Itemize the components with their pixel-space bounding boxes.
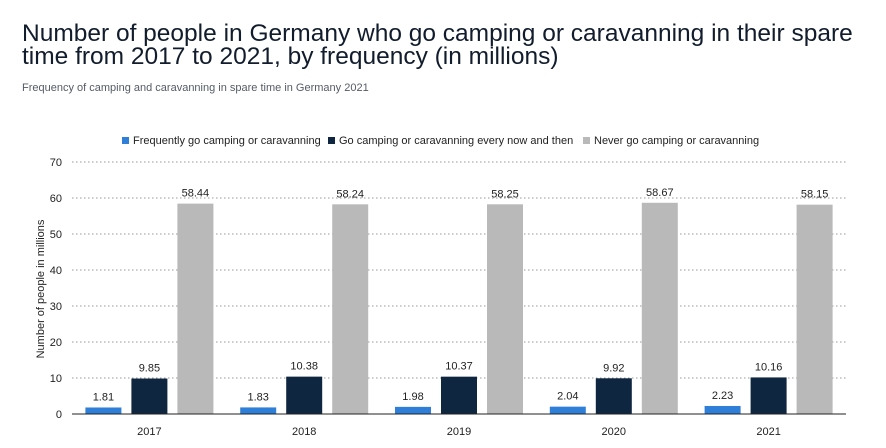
y-tick-label-60: 60 [50, 193, 62, 205]
bar-2020-series-3 [641, 202, 678, 414]
data-label-2019-series-2: 10.37 [445, 361, 473, 373]
data-label-2020-series-1: 2.04 [557, 391, 578, 403]
data-label-2017-series-1: 1.81 [93, 391, 114, 403]
y-tick-label-70: 70 [50, 157, 62, 169]
y-tick-label-0: 0 [56, 409, 62, 421]
bar-2017-series-1 [85, 407, 122, 414]
bar-2018-series-1 [240, 407, 277, 414]
bar-2019-series-2 [441, 376, 477, 414]
y-tick-label-20: 20 [50, 337, 62, 349]
chart-title: Number of people in Germany who go campi… [22, 20, 853, 70]
x-axis: 2017 2018 2019 2020 2021 [72, 413, 846, 438]
bar-2020-series-1 [549, 406, 586, 414]
bar-2019-series-1 [395, 406, 431, 414]
legend: Frequently go camping or caravanning Go c… [122, 135, 759, 147]
data-label-2021-series-3: 58.15 [801, 189, 829, 201]
bars [85, 202, 833, 414]
legend-swatch-3 [583, 137, 590, 144]
y-axis-label: Number of people in millions [35, 219, 47, 358]
y-tick-label-50: 50 [50, 229, 62, 241]
data-label-2020-series-2: 9.92 [603, 362, 624, 374]
x-tick-label-2018: 2018 [292, 426, 316, 438]
bar-2021-series-1 [704, 405, 741, 414]
data-label-2021-series-1: 2.23 [712, 390, 733, 402]
x-tick-label-2020: 2020 [602, 426, 626, 438]
data-label-2019-series-1: 1.98 [402, 391, 423, 403]
data-label-2018-series-2: 10.38 [290, 361, 318, 373]
bar-2018-series-3 [332, 204, 369, 414]
data-labels: 1.81 9.85 58.44 1.83 10.38 58.24 1.98 10.37 58.2… [93, 187, 829, 404]
x-tick-label-2019: 2019 [447, 426, 471, 438]
y-tick-label-40: 40 [50, 265, 62, 277]
legend-swatch-2 [328, 137, 335, 144]
data-label-2019-series-3: 58.25 [491, 188, 519, 200]
bar-2018-series-2 [286, 376, 323, 414]
y-tick-label-10: 10 [50, 373, 62, 385]
data-label-2018-series-3: 58.24 [336, 188, 364, 200]
data-label-2017-series-2: 9.85 [139, 363, 160, 375]
bar-2021-series-3 [796, 204, 833, 414]
legend-swatch-1 [122, 137, 129, 144]
data-label-2018-series-1: 1.83 [247, 391, 268, 403]
bar-2020-series-2 [595, 378, 632, 414]
data-label-2020-series-3: 58.67 [646, 187, 674, 199]
bar-2017-series-3 [177, 203, 214, 414]
chart-subtitle: Frequency of camping and caravanning in … [22, 82, 369, 94]
y-axis: 0 10 20 30 40 50 60 70 [50, 157, 62, 421]
legend-label-3: Never go camping or caravanning [594, 135, 759, 147]
legend-label-2: Go camping or caravanning every now and … [339, 135, 573, 147]
legend-label-1: Frequently go camping or caravanning [133, 135, 321, 147]
data-label-2021-series-2: 10.16 [755, 361, 783, 373]
bar-2017-series-2 [131, 378, 168, 414]
data-label-2017-series-3: 58.44 [182, 188, 210, 200]
x-tick-label-2021: 2021 [756, 426, 780, 438]
bar-2021-series-2 [750, 377, 787, 414]
x-tick-label-2017: 2017 [137, 426, 161, 438]
y-tick-label-30: 30 [50, 301, 62, 313]
bar-2019-series-3 [487, 204, 523, 414]
